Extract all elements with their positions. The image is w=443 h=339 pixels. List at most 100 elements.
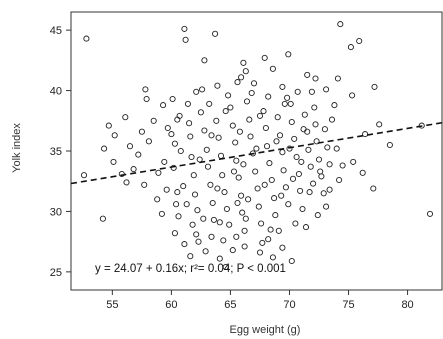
data-point bbox=[297, 187, 304, 194]
data-point bbox=[312, 75, 319, 82]
data-point bbox=[221, 189, 228, 196]
data-point bbox=[318, 173, 325, 180]
data-point bbox=[138, 128, 145, 135]
data-point bbox=[324, 144, 331, 151]
data-point bbox=[234, 79, 241, 86]
data-point bbox=[376, 121, 383, 128]
data-point bbox=[245, 196, 252, 203]
data-point bbox=[275, 227, 282, 234]
data-point bbox=[194, 207, 201, 214]
data-point bbox=[184, 100, 191, 107]
data-point bbox=[293, 153, 300, 161]
data-point bbox=[288, 257, 295, 265]
data-point bbox=[281, 100, 288, 107]
data-point bbox=[359, 169, 366, 176]
x-tick-label: 80 bbox=[401, 299, 413, 311]
data-point bbox=[333, 145, 340, 152]
data-point bbox=[304, 71, 311, 78]
data-point bbox=[189, 221, 196, 228]
data-point bbox=[278, 192, 285, 199]
data-point bbox=[168, 131, 175, 138]
data-point bbox=[229, 122, 236, 129]
data-point bbox=[326, 161, 333, 168]
data-point bbox=[279, 244, 286, 251]
data-point bbox=[215, 134, 222, 141]
data-point bbox=[347, 44, 354, 51]
x-tick-label: 75 bbox=[342, 299, 354, 311]
data-point bbox=[232, 139, 239, 146]
data-point bbox=[304, 128, 311, 135]
data-point bbox=[255, 203, 262, 210]
data-point bbox=[126, 143, 134, 150]
data-point bbox=[188, 153, 195, 161]
data-point bbox=[143, 95, 150, 103]
data-point bbox=[234, 199, 241, 207]
data-point bbox=[241, 227, 248, 234]
data-point bbox=[186, 120, 193, 127]
data-point bbox=[183, 201, 190, 208]
data-point bbox=[302, 224, 310, 231]
data-point bbox=[214, 82, 221, 89]
data-point bbox=[268, 176, 275, 184]
data-point bbox=[206, 100, 213, 107]
data-point bbox=[311, 104, 318, 111]
data-point bbox=[193, 88, 200, 95]
data-point bbox=[320, 190, 327, 197]
data-point bbox=[260, 108, 267, 115]
data-point bbox=[223, 205, 230, 213]
data-point bbox=[182, 36, 189, 43]
data-point bbox=[177, 147, 184, 155]
regression-equation: y = 24.07 + 0.16x; r²= 0.04; P < 0.001 bbox=[95, 263, 286, 275]
data-point bbox=[349, 92, 356, 99]
data-point bbox=[323, 86, 330, 93]
data-point bbox=[197, 109, 204, 116]
data-point bbox=[110, 158, 117, 165]
y-tick-label: 30 bbox=[50, 206, 62, 218]
data-point bbox=[175, 213, 182, 220]
data-point bbox=[196, 156, 203, 163]
data-point bbox=[356, 37, 363, 45]
data-point bbox=[236, 128, 243, 135]
data-point bbox=[141, 181, 148, 188]
data-point bbox=[222, 108, 229, 115]
data-point bbox=[217, 152, 225, 159]
data-point bbox=[315, 156, 323, 163]
data-point bbox=[187, 133, 194, 140]
data-point bbox=[201, 57, 208, 64]
data-point bbox=[285, 201, 292, 208]
data-point bbox=[199, 86, 206, 93]
data-point bbox=[292, 220, 299, 227]
data-point bbox=[181, 241, 188, 248]
data-point bbox=[171, 140, 178, 147]
data-point bbox=[207, 181, 214, 188]
data-point bbox=[326, 186, 333, 193]
data-point bbox=[253, 145, 260, 152]
data-point bbox=[269, 65, 276, 72]
data-point bbox=[246, 116, 253, 123]
data-point bbox=[227, 104, 234, 111]
data-point bbox=[210, 216, 217, 223]
data-point bbox=[230, 168, 238, 175]
data-point bbox=[272, 212, 279, 219]
y-axis-ticks: 25 30 35 40 45 bbox=[50, 25, 71, 279]
data-point bbox=[308, 88, 315, 95]
data-point bbox=[261, 181, 268, 188]
data-point bbox=[254, 185, 261, 192]
data-point bbox=[271, 195, 278, 202]
x-axis-ticks: 55 60 65 70 75 80 bbox=[106, 290, 414, 311]
data-point bbox=[169, 95, 176, 103]
data-point bbox=[130, 166, 137, 173]
data-point bbox=[212, 30, 219, 37]
data-point bbox=[298, 158, 305, 165]
data-point bbox=[238, 192, 245, 199]
data-point bbox=[334, 75, 341, 82]
data-point bbox=[279, 149, 286, 156]
data-point bbox=[225, 92, 232, 99]
data-point bbox=[306, 189, 313, 196]
data-point bbox=[158, 210, 165, 217]
data-point bbox=[386, 141, 393, 149]
data-point bbox=[287, 100, 294, 107]
data-point bbox=[258, 220, 265, 227]
data-point bbox=[220, 237, 227, 244]
data-point bbox=[279, 83, 286, 90]
